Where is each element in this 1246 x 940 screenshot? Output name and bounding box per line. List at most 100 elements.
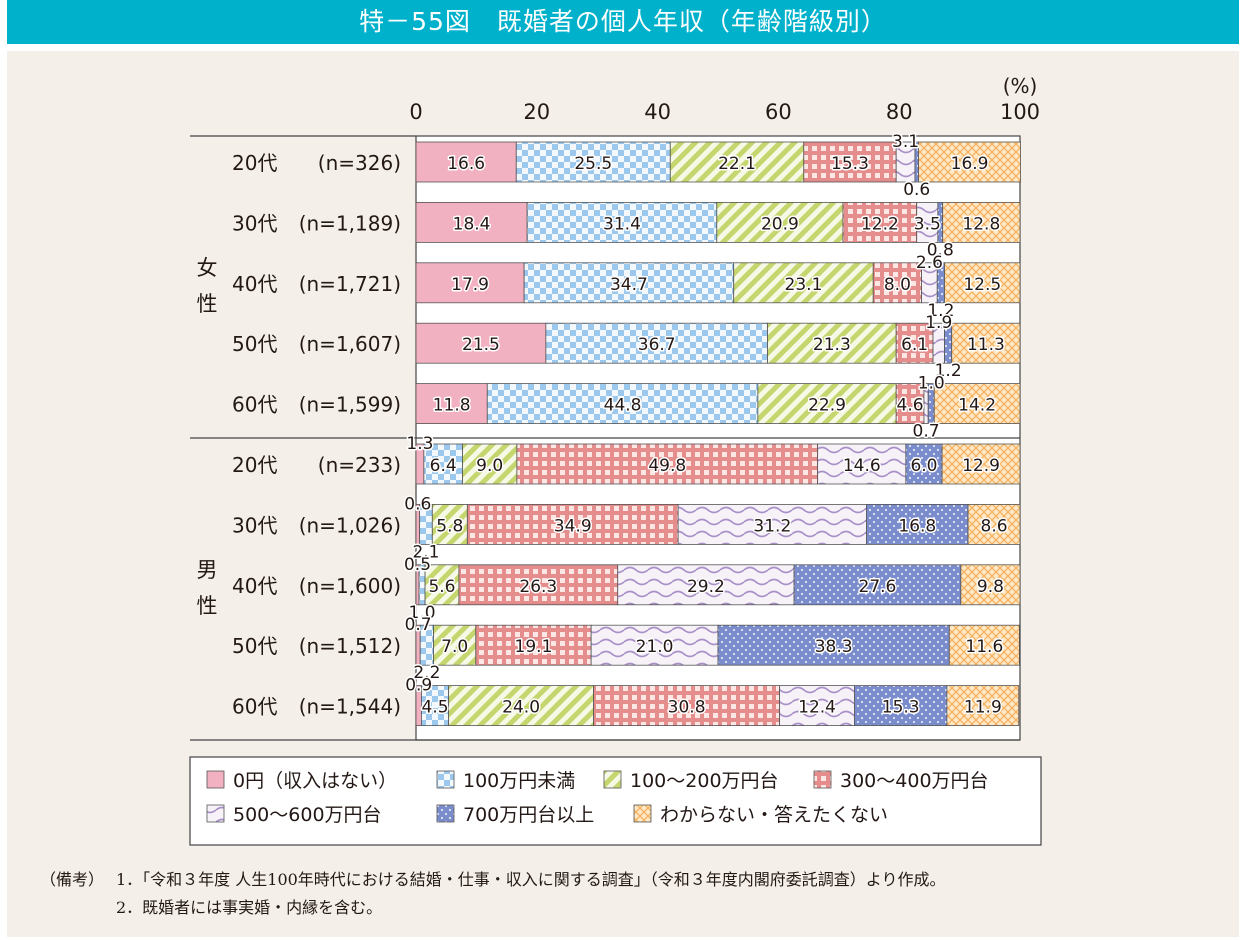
note-row-2: 2．既婚者には事実婚・内縁を含む。	[40, 894, 946, 922]
data-label-halo: 5.8	[436, 516, 463, 536]
data-label: 16.8	[898, 516, 936, 536]
row-age-label: 60代	[232, 393, 277, 417]
bar-segment-r100_200	[757, 383, 897, 425]
row-age-label: 30代	[232, 211, 277, 235]
legend-label: わからない・答えたくない	[660, 804, 888, 826]
bar-segment-under100	[526, 201, 718, 243]
data-label-halo: 15.3	[831, 154, 869, 174]
data-label: 49.8	[648, 456, 686, 476]
bar-segment-r100_200	[767, 322, 897, 364]
data-label-halo: 20.9	[761, 214, 799, 234]
data-label: 6.0	[910, 456, 937, 476]
data-label: 31.4	[603, 214, 641, 234]
x-tick-label: 80	[886, 100, 913, 124]
data-label-halo: 44.8	[604, 396, 642, 416]
notes-label: （備考）	[40, 870, 105, 889]
data-label: 0.7	[913, 422, 940, 442]
data-label-halo: 0.7	[405, 615, 432, 635]
x-axis-unit: (%)	[1003, 74, 1038, 98]
data-label-halo: 0.6	[404, 494, 431, 514]
data-label-halo: 36.7	[638, 335, 676, 355]
data-label-halo: 0.5	[404, 555, 431, 575]
row-age-label: 50代	[232, 634, 277, 658]
row-age-label: 40代	[232, 574, 277, 598]
bar-segment-r300_400	[872, 262, 922, 304]
data-label-halo: 8.0	[884, 275, 911, 295]
bar-segment-unknown	[948, 624, 1020, 666]
data-label-halo: 11.3	[967, 335, 1005, 355]
data-label-halo: 15.3	[882, 698, 920, 718]
bar-segment-unknown	[918, 141, 1022, 183]
bar-segment-r300_400	[475, 624, 592, 666]
data-label: 8.0	[884, 275, 911, 295]
bar-segment-unknown	[960, 564, 1021, 606]
data-label-halo: 6.1	[901, 335, 928, 355]
data-label: 1.9	[925, 313, 952, 333]
data-label-halo: 26.3	[519, 577, 557, 597]
data-label: 17.9	[451, 275, 489, 295]
data-label: 2.1	[412, 542, 439, 562]
bar-segment-r300_400	[466, 503, 679, 545]
data-label: 0.6	[903, 180, 930, 200]
data-label: 22.1	[718, 154, 756, 174]
data-label-halo: 1.0	[918, 374, 945, 394]
data-label-halo: 12.5	[963, 275, 1001, 295]
bar-segment-over700	[866, 503, 969, 545]
note-row-1: （備考） 1．「令和３年度 人生100年時代における結婚・仕事・収入に関する調査」…	[40, 866, 946, 894]
data-label-halo: 9.8	[977, 577, 1004, 597]
row-n-label: (n=1,721)	[299, 272, 401, 296]
data-label-halo: 38.3	[815, 637, 853, 657]
group-label-char: 性	[197, 594, 218, 618]
data-label-halo: 21.5	[462, 335, 500, 355]
data-label-halo: 2.6	[916, 253, 943, 273]
data-label: 0.6	[404, 494, 431, 514]
data-label: 9.0	[476, 456, 503, 476]
row-age-label: 20代	[232, 151, 277, 175]
row-age-label: 40代	[232, 272, 277, 296]
data-label: 11.8	[433, 396, 471, 416]
data-label: 12.8	[962, 214, 1000, 234]
data-label: 24.0	[502, 698, 540, 718]
bars	[415, 141, 1022, 726]
legend-swatch-r500_600	[206, 804, 225, 823]
data-label: 22.9	[808, 396, 846, 416]
legend-label: 300～400万円台	[840, 770, 989, 792]
data-label-halo: 4.5	[422, 698, 449, 718]
note-2: 2．既婚者には事実婚・内縁を含む。	[116, 898, 383, 917]
data-label-halo: 27.6	[859, 577, 897, 597]
data-label-halo: 1.0	[409, 603, 436, 623]
x-tick-label: 60	[765, 100, 792, 124]
data-label: 12.2	[861, 214, 899, 234]
data-label-halo: 2.2	[413, 663, 440, 683]
bar-segment-r100_200	[448, 685, 594, 726]
data-label-halo: 21.0	[636, 637, 674, 657]
data-label: 15.3	[831, 154, 869, 174]
bar-segment-r500_600	[779, 685, 855, 726]
figure-title: 特－55図 既婚者の個人年収（年齢階級別）	[7, 0, 1239, 44]
data-label-halo: 24.0	[502, 698, 540, 718]
data-label: 38.3	[815, 637, 853, 657]
data-label-halo: 23.1	[785, 275, 823, 295]
data-label: 9.8	[977, 577, 1004, 597]
data-label: 31.2	[753, 516, 791, 536]
data-label: 0.5	[404, 555, 431, 575]
data-labels: 16.616.6 25.525.5 22.122.1 15.315.3 16.916.9…	[402, 131, 1009, 720]
row-n-label: (n=233)	[318, 453, 401, 477]
x-tick-label: 20	[523, 100, 550, 124]
bar-segment-r100_200	[733, 262, 874, 304]
data-label: 0.9	[405, 676, 432, 696]
bar-segment-unknown	[951, 322, 1021, 364]
legend-label: 500～600万円台	[233, 804, 382, 826]
bar-segment-r300_400	[895, 322, 934, 364]
bar-segment-zero	[415, 141, 517, 183]
data-label: 21.5	[462, 335, 500, 355]
bar-segment-unknown	[967, 503, 1021, 545]
data-label-halo: 22.9	[808, 396, 846, 416]
legend: 0円（収入はない） 100万円未満 100～200万円台 300～400万円台 500～…	[189, 756, 1042, 846]
bar-segment-r300_400	[516, 443, 819, 485]
data-label: 3.1	[892, 132, 919, 152]
data-label: 21.0	[636, 637, 674, 657]
data-label-halo: 5.6	[428, 577, 455, 597]
row-n-label: (n=1,607)	[299, 332, 401, 356]
data-label-halo: 12.2	[861, 214, 899, 234]
